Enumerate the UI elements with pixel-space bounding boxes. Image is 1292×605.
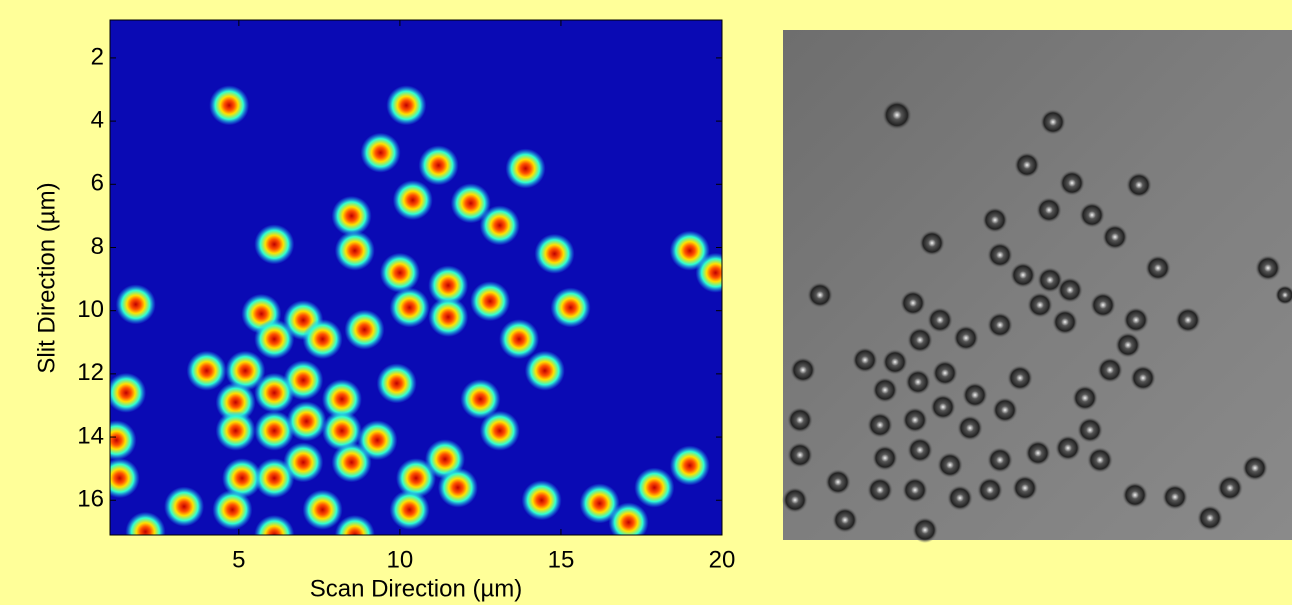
y-tick-label: 14 — [77, 422, 104, 449]
y-tick-label: 8 — [91, 233, 104, 260]
heat-spot — [670, 445, 710, 485]
heat-spot — [212, 490, 252, 530]
heat-spot — [522, 480, 562, 520]
heat-spot — [344, 310, 384, 350]
heat-spot — [125, 512, 165, 552]
heat-spot — [393, 180, 433, 220]
heat-spot — [438, 468, 478, 508]
heat-spot — [390, 288, 430, 328]
heat-spot — [506, 148, 546, 188]
heat-spot — [377, 363, 417, 403]
y-axis-label: Slit Direction (µm) — [33, 182, 60, 373]
heat-spot — [609, 502, 649, 542]
y-tick-label: 16 — [77, 486, 104, 513]
y-tick-label: 10 — [77, 296, 104, 323]
heat-spot — [216, 411, 256, 451]
heat-spot — [332, 442, 372, 482]
y-tick-label: 6 — [91, 170, 104, 197]
heat-spot — [386, 85, 426, 125]
heat-spot — [164, 487, 204, 527]
heat-spot — [428, 297, 468, 337]
heatmap — [96, 20, 735, 555]
figure: Scan Direction (µm) Slit Direction (µm) — [0, 0, 1292, 605]
heat-spot — [361, 133, 401, 173]
heat-spot — [535, 234, 575, 274]
heat-spot — [634, 468, 674, 508]
heat-spot — [254, 458, 294, 498]
heat-spot — [254, 319, 294, 359]
microscope-image — [782, 30, 1292, 543]
heat-spot — [470, 281, 510, 321]
heat-spot — [551, 288, 591, 328]
heat-spot — [187, 351, 227, 391]
heat-spot — [209, 85, 249, 125]
heat-spot — [380, 253, 420, 293]
heat-spot — [499, 319, 539, 359]
heat-spot — [696, 253, 736, 293]
heat-spot — [525, 351, 565, 391]
heat-spot — [419, 145, 459, 185]
y-tick-label: 2 — [91, 43, 104, 70]
y-tick-label: 4 — [91, 106, 104, 133]
heat-spot — [390, 490, 430, 530]
heat-spot — [303, 490, 343, 530]
heat-spot — [254, 224, 294, 264]
heat-spot — [480, 411, 520, 451]
x-tick-label: 10 — [387, 546, 414, 573]
heat-spot — [480, 205, 520, 245]
heat-spot — [254, 373, 294, 413]
heat-spot — [332, 196, 372, 236]
y-tick-label: 12 — [77, 359, 104, 386]
heat-spot — [303, 319, 343, 359]
x-tick-label: 20 — [709, 546, 736, 573]
heat-spot — [100, 458, 140, 498]
x-tick-label: 15 — [548, 546, 575, 573]
x-tick-label: 5 — [232, 546, 245, 573]
heat-spot — [116, 284, 156, 324]
heat-spot — [286, 401, 326, 441]
heat-spot — [106, 373, 146, 413]
heat-spot — [335, 231, 375, 271]
x-axis-label: Scan Direction (µm) — [310, 575, 523, 602]
